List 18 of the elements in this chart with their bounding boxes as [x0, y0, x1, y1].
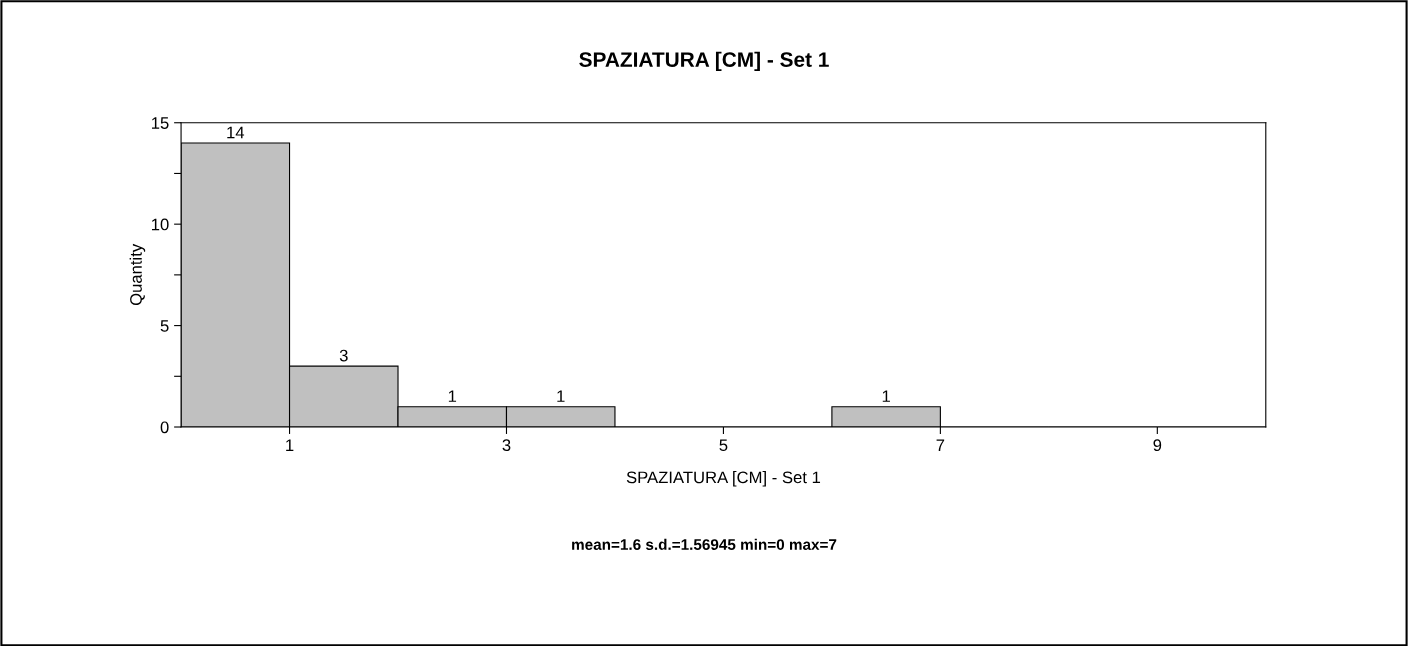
x-tick-label: 1: [286, 439, 294, 451]
x-axis-title: SPAZIATURA [CM] - Set 1: [626, 471, 821, 487]
y-tick-label: 15: [152, 117, 169, 129]
data-label: 1: [448, 390, 457, 402]
x-tick-label: 3: [502, 439, 511, 452]
chart-title: SPAZIATURA [CM] - Set 1: [579, 51, 829, 72]
text: mean=1.6 s.d.=1.56945 min=0 max=7: [572, 538, 837, 550]
y-tick-label: 10: [152, 218, 169, 231]
data-label: 1: [882, 390, 890, 402]
x-tick-label: 9: [1153, 439, 1162, 452]
x-tick-label: 7: [936, 439, 945, 451]
data-label: 1: [557, 390, 565, 402]
y-tick-label: 0: [160, 421, 169, 434]
y-axis-title: Quantity: [129, 243, 146, 306]
data-label: 14: [227, 126, 245, 139]
x-tick-label: 5: [719, 439, 728, 452]
data-label: 3: [339, 349, 348, 362]
y-tick-label: 5: [160, 320, 169, 332]
